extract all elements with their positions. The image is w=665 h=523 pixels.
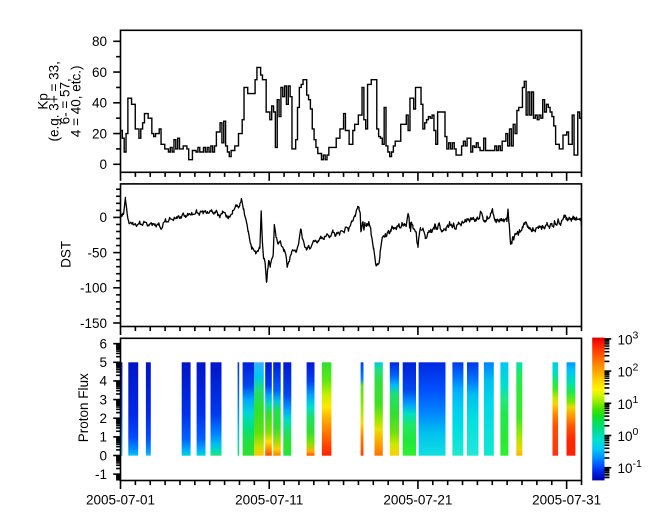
svg-text:80: 80 (92, 34, 107, 49)
svg-text:2005-07-21: 2005-07-21 (383, 493, 452, 508)
svg-text:2005-07-31: 2005-07-31 (532, 493, 601, 508)
svg-text:-100: -100 (80, 281, 107, 296)
svg-text:-50: -50 (87, 245, 107, 260)
svg-text:0: 0 (99, 157, 107, 172)
svg-text:0: 0 (99, 210, 107, 225)
svg-text:DST: DST (59, 241, 74, 268)
svg-text:2005-07-11: 2005-07-11 (235, 493, 303, 508)
svg-text:1: 1 (99, 430, 107, 445)
svg-text:40: 40 (92, 96, 107, 111)
svg-text:(e.g. 3+ = 33,: (e.g. 3+ = 33, (46, 61, 61, 141)
svg-text:-150: -150 (80, 316, 107, 331)
svg-text:3: 3 (99, 392, 107, 407)
svg-text:2005-07-01: 2005-07-01 (86, 493, 155, 508)
svg-text:4 = 40, etc.): 4 = 40, etc.) (68, 65, 83, 137)
svg-text:20: 20 (92, 126, 107, 141)
svg-text:Proton Flux: Proton Flux (76, 373, 91, 442)
svg-text:6- = 57,: 6- = 57, (57, 78, 72, 124)
svg-text:-1: -1 (95, 467, 107, 482)
svg-text:5: 5 (99, 355, 107, 370)
svg-text:Kp: Kp (35, 93, 50, 110)
svg-text:0: 0 (99, 448, 107, 463)
svg-text:6: 6 (99, 336, 107, 351)
svg-text:60: 60 (92, 65, 107, 80)
svg-text:4: 4 (99, 374, 107, 389)
svg-text:2: 2 (99, 411, 107, 426)
